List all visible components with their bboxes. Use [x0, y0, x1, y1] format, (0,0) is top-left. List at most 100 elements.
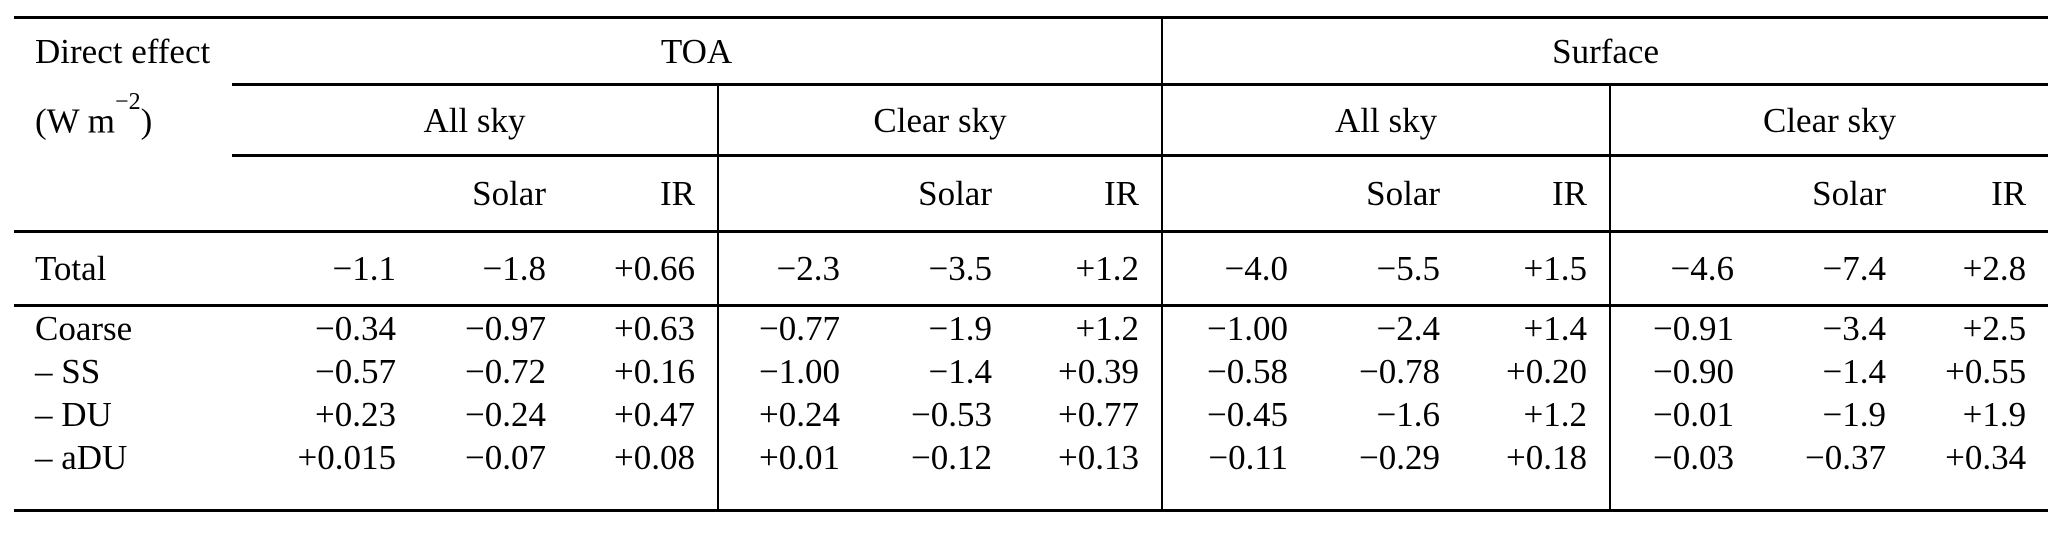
subcol-header-solar: Solar	[1310, 155, 1463, 233]
value-cell: +1.9	[1962, 395, 2027, 434]
header-toa-all-sky: All sky	[232, 84, 718, 157]
subcol-header-net	[232, 155, 418, 233]
header-row-sky: (W m−2) All sky Clear sky All sky Clear …	[14, 84, 2049, 157]
row-label: – DU	[35, 395, 112, 434]
value-cell: −1.9	[928, 309, 993, 348]
table-row: – aDU +0.015 −0.07 +0.08 +0.01 −0.12 +0.13 −0.1…	[14, 436, 2049, 512]
value-cell: −2.4	[1376, 309, 1441, 348]
subcol-header-ir: IR	[1014, 155, 1163, 233]
value-cell: +0.77	[1058, 395, 1140, 434]
value-cell: +0.24	[717, 393, 862, 436]
value-cell: −0.03	[1609, 436, 1757, 512]
row-label: – aDU	[14, 436, 232, 512]
value-cell: −0.53	[911, 395, 992, 434]
subcol-header-solar: Solar	[418, 155, 568, 233]
row-label: – SS	[35, 352, 101, 391]
value-cell: −0.24	[465, 395, 546, 434]
value-cell: −0.29	[1310, 436, 1463, 512]
table-body: Total −1.1 −1.8 +0.66 −2.3 −3.5 +1.2 −4.0 −5.5 +1…	[14, 231, 2049, 512]
header-toa: TOA	[232, 16, 1163, 86]
value-cell: −0.77	[717, 305, 862, 350]
value-cell: −1.1	[232, 231, 418, 307]
value-cell: +2.8	[1908, 231, 2049, 307]
value-cell: −0.34	[315, 309, 396, 348]
header-toa-clear-sky: Clear sky	[716, 84, 1163, 157]
value-cell: +0.66	[568, 231, 718, 307]
unit-exponent: −2	[115, 89, 141, 116]
value-cell: −4.6	[1609, 231, 1757, 307]
subcol-header-solar: Solar	[862, 155, 1014, 233]
value-cell: −0.90	[1609, 350, 1757, 393]
row-label: Total	[14, 231, 232, 307]
value-cell: −1.9	[1822, 395, 1887, 434]
value-cell: +0.34	[1908, 436, 2049, 512]
value-cell: +0.18	[1462, 436, 1611, 512]
value-cell: −0.11	[1161, 436, 1311, 512]
table-row: Coarse −0.34 −0.97 +0.63 −0.77 −1.9 +1.2 −1.00 −…	[14, 305, 2048, 350]
value-cell: −0.37	[1756, 436, 1909, 512]
value-cell: +0.55	[1945, 352, 2027, 391]
header-surface-clear-sky: Clear sky	[1609, 84, 2049, 157]
subcol-header-solar: Solar	[1756, 155, 1909, 233]
value-cell: −5.5	[1310, 231, 1463, 307]
direct-effect-table: Direct effect TOA Surface (W m−2) All sk…	[14, 16, 2049, 512]
value-cell: −4.0	[1161, 231, 1311, 307]
value-cell: +0.20	[1506, 352, 1588, 391]
header-surface-all-sky: All sky	[1161, 84, 1611, 157]
value-cell: +1.2	[1014, 231, 1163, 307]
value-cell: −0.78	[1359, 352, 1441, 391]
value-cell: −3.5	[862, 231, 1014, 307]
value-cell: −3.4	[1822, 309, 1887, 348]
value-cell: −1.4	[928, 352, 993, 391]
value-cell: +0.16	[614, 352, 695, 391]
value-cell: −0.97	[465, 309, 546, 348]
header-surface: Surface	[1161, 16, 2049, 86]
value-cell: +2.5	[1962, 309, 2027, 348]
subcol-header-ir: IR	[1908, 155, 2049, 233]
value-cell: +0.63	[614, 309, 695, 348]
value-cell: −0.45	[1161, 393, 1311, 436]
value-cell: −1.4	[1822, 352, 1887, 391]
subcol-header-net	[1609, 155, 1757, 233]
value-cell: −0.12	[862, 436, 1014, 512]
value-cell: −0.91	[1609, 305, 1757, 350]
value-cell: +0.01	[717, 436, 862, 512]
value-cell: −1.00	[1161, 305, 1311, 350]
corner-title: Direct effect	[14, 16, 232, 85]
table-row: – SS −0.57 −0.72 +0.16 −1.00 −1.4 +0.39 −0.58 −0…	[14, 350, 2048, 393]
value-cell: +1.2	[1523, 395, 1588, 434]
value-cell: −1.8	[418, 231, 568, 307]
row-label: Coarse	[35, 309, 133, 348]
value-cell: +0.39	[1058, 352, 1140, 391]
value-cell: −0.58	[1161, 350, 1311, 393]
unit-prefix: (W m	[35, 101, 116, 141]
value-cell: −0.72	[465, 352, 546, 391]
value-cell: −0.01	[1609, 393, 1757, 436]
value-cell: −1.00	[717, 350, 862, 393]
table-row: – DU +0.23 −0.24 +0.47 +0.24 −0.53 +0.77 −0.45 −…	[14, 393, 2048, 436]
value-cell: +0.23	[315, 395, 396, 434]
value-cell: +1.4	[1523, 309, 1588, 348]
value-cell: −7.4	[1756, 231, 1909, 307]
header-row-subcolumns: Solar IR Solar IR Solar IR Solar IR	[14, 155, 2049, 233]
value-cell: −0.07	[418, 436, 568, 512]
header-row-domains: Direct effect TOA Surface	[14, 16, 2049, 86]
subcol-header-ir: IR	[1462, 155, 1611, 233]
table-row: Total −1.1 −1.8 +0.66 −2.3 −3.5 +1.2 −4.0 −5.5 +1…	[14, 231, 2049, 307]
value-cell: −1.6	[1376, 395, 1441, 434]
value-cell: −2.3	[717, 231, 862, 307]
subcol-header-net	[717, 155, 862, 233]
subcol-header-net	[1161, 155, 1311, 233]
value-cell: +0.015	[232, 436, 418, 512]
value-cell: +1.2	[1075, 309, 1140, 348]
corner-unit: (W m−2)	[14, 85, 232, 156]
value-cell: +0.47	[614, 395, 695, 434]
value-cell: −0.57	[315, 352, 396, 391]
corner-empty	[14, 155, 232, 233]
value-cell: +1.5	[1462, 231, 1611, 307]
value-cell: +0.13	[1014, 436, 1163, 512]
value-cell: +0.08	[568, 436, 718, 512]
unit-suffix: )	[140, 101, 153, 141]
subcol-header-ir: IR	[568, 155, 718, 233]
